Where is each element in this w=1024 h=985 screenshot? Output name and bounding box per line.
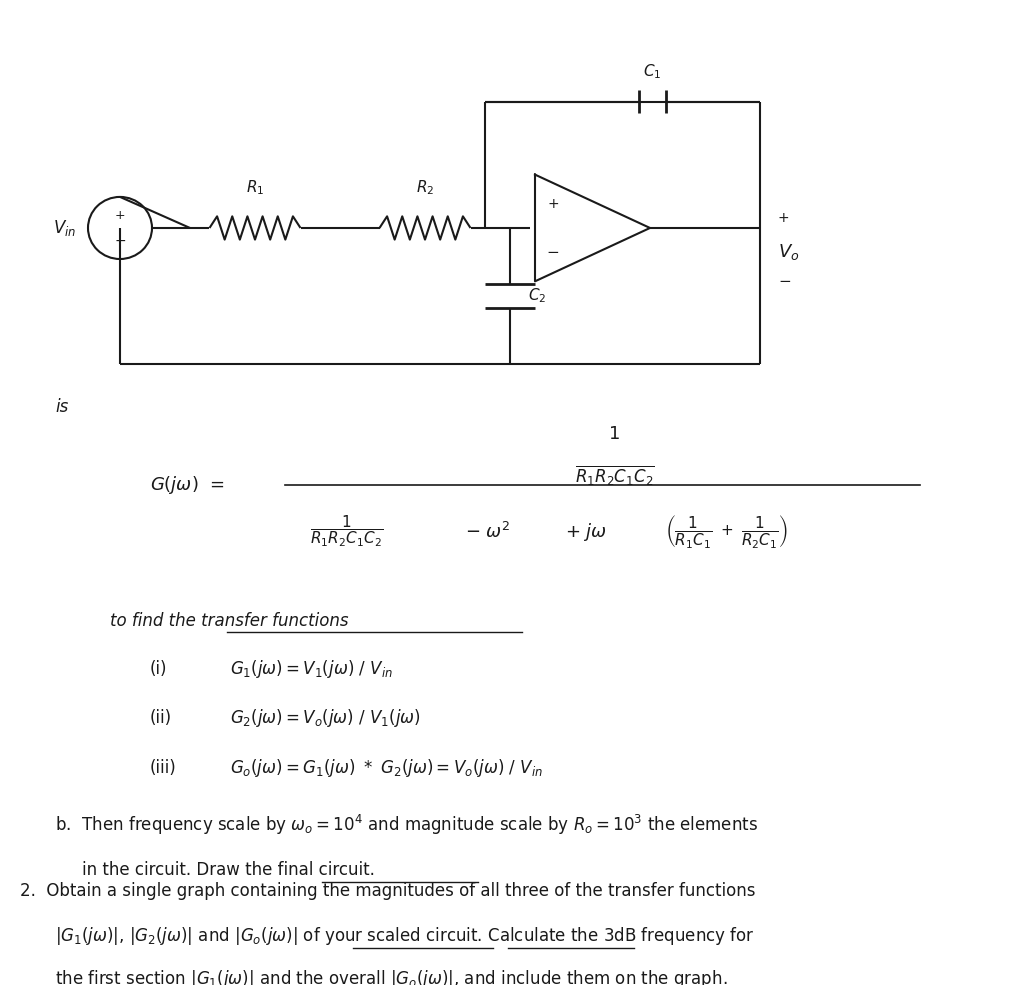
Text: −: −	[115, 233, 126, 247]
Text: $G_1(j\omega) = V_1(j\omega)\ /\ V_{in}$: $G_1(j\omega) = V_1(j\omega)\ /\ V_{in}$	[230, 658, 393, 681]
Text: (i): (i)	[150, 660, 168, 679]
Text: $\overline{R_1 R_2 C_1 C_2}$: $\overline{R_1 R_2 C_1 C_2}$	[575, 463, 655, 487]
Text: the first section $|G_1(j\omega)|$ and the overall $|G_o(j\omega)|$, and include: the first section $|G_1(j\omega)|$ and t…	[55, 968, 728, 985]
Text: (ii): (ii)	[150, 709, 172, 727]
Text: +: +	[115, 209, 125, 222]
Text: $+\ j\omega$: $+\ j\omega$	[565, 521, 607, 543]
Text: $G_o(j\omega) = G_1(j\omega)\ *\ G_2(j\omega) = V_o(j\omega)\ /\ V_{in}$: $G_o(j\omega) = G_1(j\omega)\ *\ G_2(j\o…	[230, 757, 543, 779]
Text: is: is	[55, 398, 69, 417]
Text: −: −	[778, 274, 791, 289]
Text: (iii): (iii)	[150, 759, 177, 777]
Text: $\left(\dfrac{1}{R_1 C_1}\ +\ \dfrac{1}{R_2 C_1}\right)$: $\left(\dfrac{1}{R_1 C_1}\ +\ \dfrac{1}{…	[665, 513, 788, 550]
Text: +: +	[547, 197, 559, 211]
Text: b.  Then frequency scale by $\omega_o = 10^4$ and magnitude scale by $R_o = 10^3: b. Then frequency scale by $\omega_o = 1…	[55, 813, 758, 836]
Text: $R_2$: $R_2$	[416, 178, 434, 197]
Text: $C_1$: $C_1$	[643, 62, 662, 81]
Text: +: +	[778, 211, 790, 226]
Text: −: −	[547, 244, 559, 260]
Text: $-\ \omega^2$: $-\ \omega^2$	[465, 521, 511, 542]
Text: to find the transfer functions: to find the transfer functions	[110, 612, 348, 629]
Text: $R_1$: $R_1$	[246, 178, 264, 197]
Text: 2.  Obtain a single graph containing the magnitudes of all three of the transfer: 2. Obtain a single graph containing the …	[20, 883, 756, 900]
Text: in the circuit. Draw the final circuit.: in the circuit. Draw the final circuit.	[82, 861, 375, 880]
Text: $V_o$: $V_o$	[778, 242, 800, 262]
Text: $G_2(j\omega) = V_o(j\omega)\ /\ V_1(j\omega)$: $G_2(j\omega) = V_o(j\omega)\ /\ V_1(j\o…	[230, 707, 421, 729]
Text: $\dfrac{1}{R_1 R_2 C_1 C_2}$: $\dfrac{1}{R_1 R_2 C_1 C_2}$	[310, 514, 383, 550]
Text: 1: 1	[609, 425, 621, 442]
Text: $C_2$: $C_2$	[528, 287, 547, 305]
Text: $|G_1(j\omega)|$, $|G_2(j\omega)|$ and $|G_o(j\omega)|$ of your scaled circuit. : $|G_1(j\omega)|$, $|G_2(j\omega)|$ and $…	[55, 925, 755, 948]
Text: $V_{in}$: $V_{in}$	[53, 218, 77, 238]
Text: $G(j\omega)$  =: $G(j\omega)$ =	[150, 474, 224, 496]
